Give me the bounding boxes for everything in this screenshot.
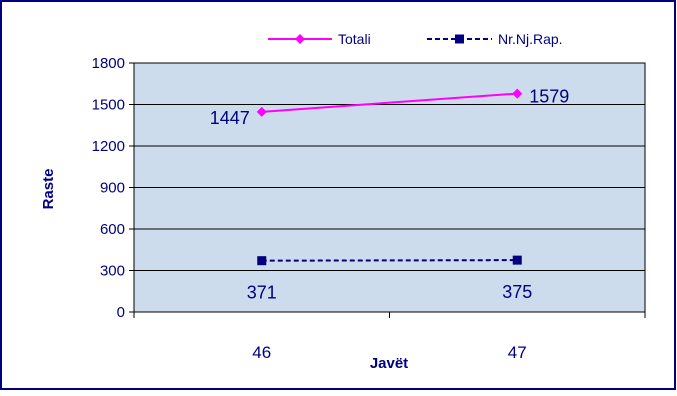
data-label-1-1: 375 bbox=[502, 282, 532, 302]
data-point-1-1 bbox=[512, 255, 522, 265]
x-tick-label: 46 bbox=[252, 343, 271, 362]
legend-marker-0 bbox=[295, 34, 305, 44]
y-axis-label: Raste bbox=[40, 169, 57, 210]
x-axis-label: Javët bbox=[370, 355, 408, 372]
legend-label-0: Totali bbox=[338, 31, 371, 47]
y-tick-label: 1200 bbox=[92, 138, 125, 155]
legend-label-1: Nr.Nj.Rap. bbox=[498, 31, 563, 47]
gridlines bbox=[134, 62, 645, 271]
data-point-1-0 bbox=[257, 256, 267, 266]
x-tick-label: 47 bbox=[508, 343, 527, 362]
y-tick-label: 1800 bbox=[92, 55, 125, 72]
legend-marker-1 bbox=[455, 34, 464, 44]
axes: 0 300 600 900 1200 1500 1800 46 47 bbox=[92, 55, 646, 362]
legend: Totali Nr.Nj.Rap. bbox=[268, 31, 563, 47]
y-tick-label: 0 bbox=[117, 304, 125, 321]
data-point-0-1 bbox=[512, 88, 523, 99]
data-label-0-0: 1447 bbox=[210, 108, 250, 128]
series-line-1 bbox=[261, 259, 518, 262]
data-label-0-1: 1579 bbox=[529, 87, 569, 107]
data-point-0-0 bbox=[256, 106, 267, 117]
y-tick-label: 300 bbox=[100, 263, 125, 280]
y-tick-label: 600 bbox=[100, 221, 125, 238]
series-group: 1447 1579 371 375 bbox=[210, 87, 570, 303]
y-tick-label: 900 bbox=[100, 180, 125, 197]
data-label-1-0: 371 bbox=[247, 283, 277, 303]
y-tick-label: 1500 bbox=[92, 97, 125, 114]
series-line-0 bbox=[261, 92, 518, 113]
